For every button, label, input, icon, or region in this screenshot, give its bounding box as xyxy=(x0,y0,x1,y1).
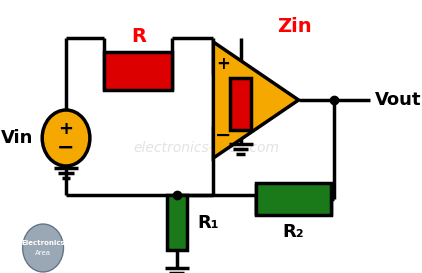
Text: −: − xyxy=(57,138,75,158)
Polygon shape xyxy=(214,42,298,158)
Text: +: + xyxy=(216,55,230,73)
Text: Area: Area xyxy=(35,250,51,256)
Text: R: R xyxy=(131,27,146,46)
Text: R₁: R₁ xyxy=(197,213,219,232)
Text: Vin: Vin xyxy=(1,129,34,147)
Text: R₂: R₂ xyxy=(283,223,304,241)
Bar xyxy=(230,78,251,130)
Text: electronics-area.com: electronics-area.com xyxy=(134,141,279,155)
Text: Vout: Vout xyxy=(375,91,422,109)
Text: Electronics: Electronics xyxy=(21,240,65,246)
Text: −: − xyxy=(215,126,232,144)
Circle shape xyxy=(23,224,63,272)
Bar xyxy=(256,183,331,215)
Text: Zin: Zin xyxy=(277,17,311,36)
Bar xyxy=(167,195,187,250)
Bar xyxy=(104,52,173,90)
Circle shape xyxy=(42,110,90,166)
Text: +: + xyxy=(59,120,73,138)
